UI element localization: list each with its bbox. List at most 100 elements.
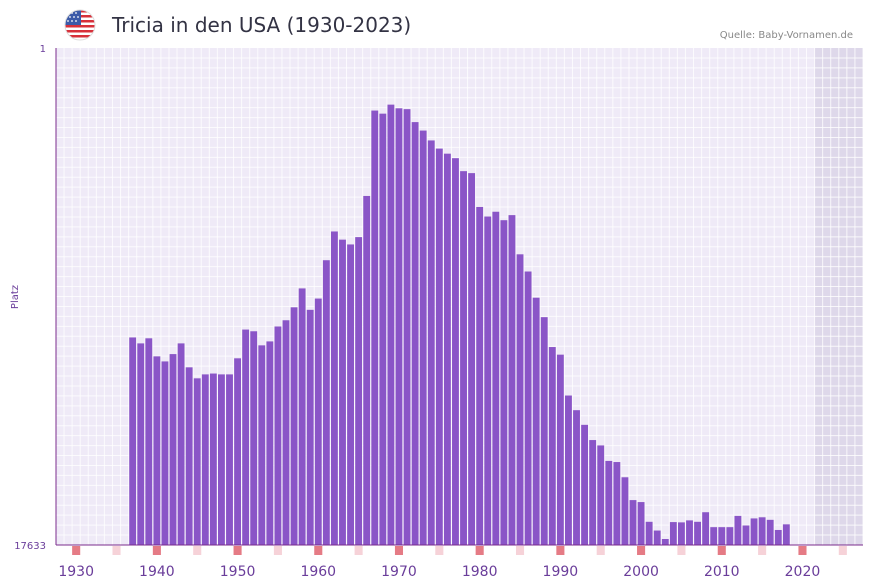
bar-1993 — [581, 424, 589, 545]
bar-1945 — [193, 378, 201, 545]
bar-1966 — [363, 195, 371, 545]
bar-1989 — [548, 347, 556, 545]
bar-1951 — [242, 329, 250, 545]
x-tick-label-1950: 1950 — [220, 564, 256, 580]
bar-1973 — [419, 130, 427, 545]
bar-1985 — [516, 254, 524, 546]
bar-1956 — [282, 320, 290, 545]
decade-marker-1940 — [152, 546, 161, 555]
bar-1954 — [266, 341, 274, 545]
halfdecade-marker-2025 — [838, 546, 847, 555]
bar-1957 — [290, 307, 298, 545]
bar-1968 — [379, 113, 387, 546]
x-tick-label-1970: 1970 — [381, 564, 417, 580]
halfdecade-marker-1995 — [596, 546, 605, 555]
halfdecade-marker-2015 — [758, 546, 767, 555]
bar-2015 — [758, 517, 766, 545]
bar-2000 — [637, 502, 645, 545]
halfdecade-marker-1935 — [112, 546, 121, 555]
bar-1987 — [532, 297, 540, 545]
bar-2004 — [669, 522, 677, 545]
bar-1990 — [556, 354, 564, 545]
y-axis-label: Platz — [10, 285, 21, 309]
us-flag-icon — [64, 9, 96, 45]
bar-2009 — [710, 527, 718, 545]
bar-1939 — [145, 338, 153, 545]
x-tick-label-2000: 2000 — [623, 564, 659, 580]
bar-1963 — [339, 239, 346, 545]
bar-1941 — [161, 361, 169, 545]
bar-1983 — [500, 220, 508, 545]
bar-1959 — [306, 309, 314, 545]
halfdecade-marker-1965 — [354, 546, 363, 555]
bar-1997 — [613, 462, 621, 545]
bar-1942 — [169, 354, 177, 545]
bar-1960 — [314, 298, 322, 545]
bar-1999 — [629, 500, 637, 545]
bar-1940 — [153, 356, 161, 545]
bar-1975 — [435, 148, 443, 545]
bar-1943 — [177, 343, 185, 545]
bar-2014 — [750, 518, 758, 545]
bar-2007 — [694, 521, 701, 545]
bar-1953 — [258, 345, 266, 545]
bar-1978 — [460, 171, 467, 545]
x-tick-label-1940: 1940 — [139, 564, 175, 580]
bar-1961 — [322, 260, 330, 545]
bar-1965 — [355, 237, 363, 546]
decade-marker-1960 — [314, 546, 323, 555]
bar-2006 — [686, 520, 693, 545]
bar-1958 — [298, 288, 306, 545]
bar-1998 — [621, 477, 629, 545]
halfdecade-marker-2005 — [677, 546, 686, 555]
bar-1986 — [524, 271, 532, 545]
bar-2003 — [661, 539, 669, 545]
bar-1972 — [411, 122, 419, 545]
bar-1976 — [443, 153, 451, 546]
halfdecade-marker-1945 — [193, 546, 202, 555]
bar-1947 — [209, 373, 217, 545]
bar-1971 — [403, 109, 411, 545]
decade-marker-1950 — [233, 546, 242, 555]
x-tick-label-1990: 1990 — [543, 564, 579, 580]
bar-2013 — [742, 525, 750, 545]
bar-1964 — [347, 244, 354, 545]
decade-marker-1970 — [394, 546, 404, 555]
bar-2010 — [718, 527, 726, 545]
bar-1992 — [573, 410, 580, 545]
bar-1995 — [597, 445, 605, 545]
decade-marker-1930 — [72, 546, 81, 555]
bar-1982 — [492, 211, 500, 546]
y-tick-label-top: 1 — [40, 44, 46, 55]
bar-2012 — [734, 515, 742, 545]
x-tick-label-2020: 2020 — [785, 564, 821, 580]
bar-1974 — [427, 140, 435, 545]
bar-1981 — [484, 216, 492, 545]
bar-2005 — [677, 522, 685, 545]
bar-1977 — [452, 158, 459, 545]
bar-2011 — [726, 527, 734, 545]
decade-marker-2000 — [637, 546, 646, 555]
bar-2018 — [782, 524, 790, 545]
bar-1984 — [508, 215, 516, 545]
bar-1962 — [330, 231, 338, 545]
x-tick-label-2010: 2010 — [704, 564, 740, 580]
source-label: Quelle: Baby-Vornamen.de — [719, 30, 853, 41]
x-tick-label-1930: 1930 — [58, 564, 94, 580]
decade-marker-1990 — [556, 546, 565, 555]
bar-1979 — [468, 173, 476, 545]
bar-1944 — [185, 367, 193, 545]
halfdecade-marker-1985 — [515, 546, 525, 555]
bar-1980 — [476, 206, 484, 545]
bar-1988 — [540, 317, 548, 545]
x-tick-label-1960: 1960 — [300, 564, 336, 580]
bar-2002 — [653, 530, 661, 545]
bar-1948 — [218, 374, 225, 545]
bar-1946 — [201, 374, 209, 545]
x-tick-label-1980: 1980 — [462, 564, 498, 580]
decade-marker-2010 — [717, 546, 726, 555]
bar-1952 — [250, 331, 258, 545]
bar-1937 — [129, 337, 137, 545]
bar-1949 — [226, 374, 233, 545]
